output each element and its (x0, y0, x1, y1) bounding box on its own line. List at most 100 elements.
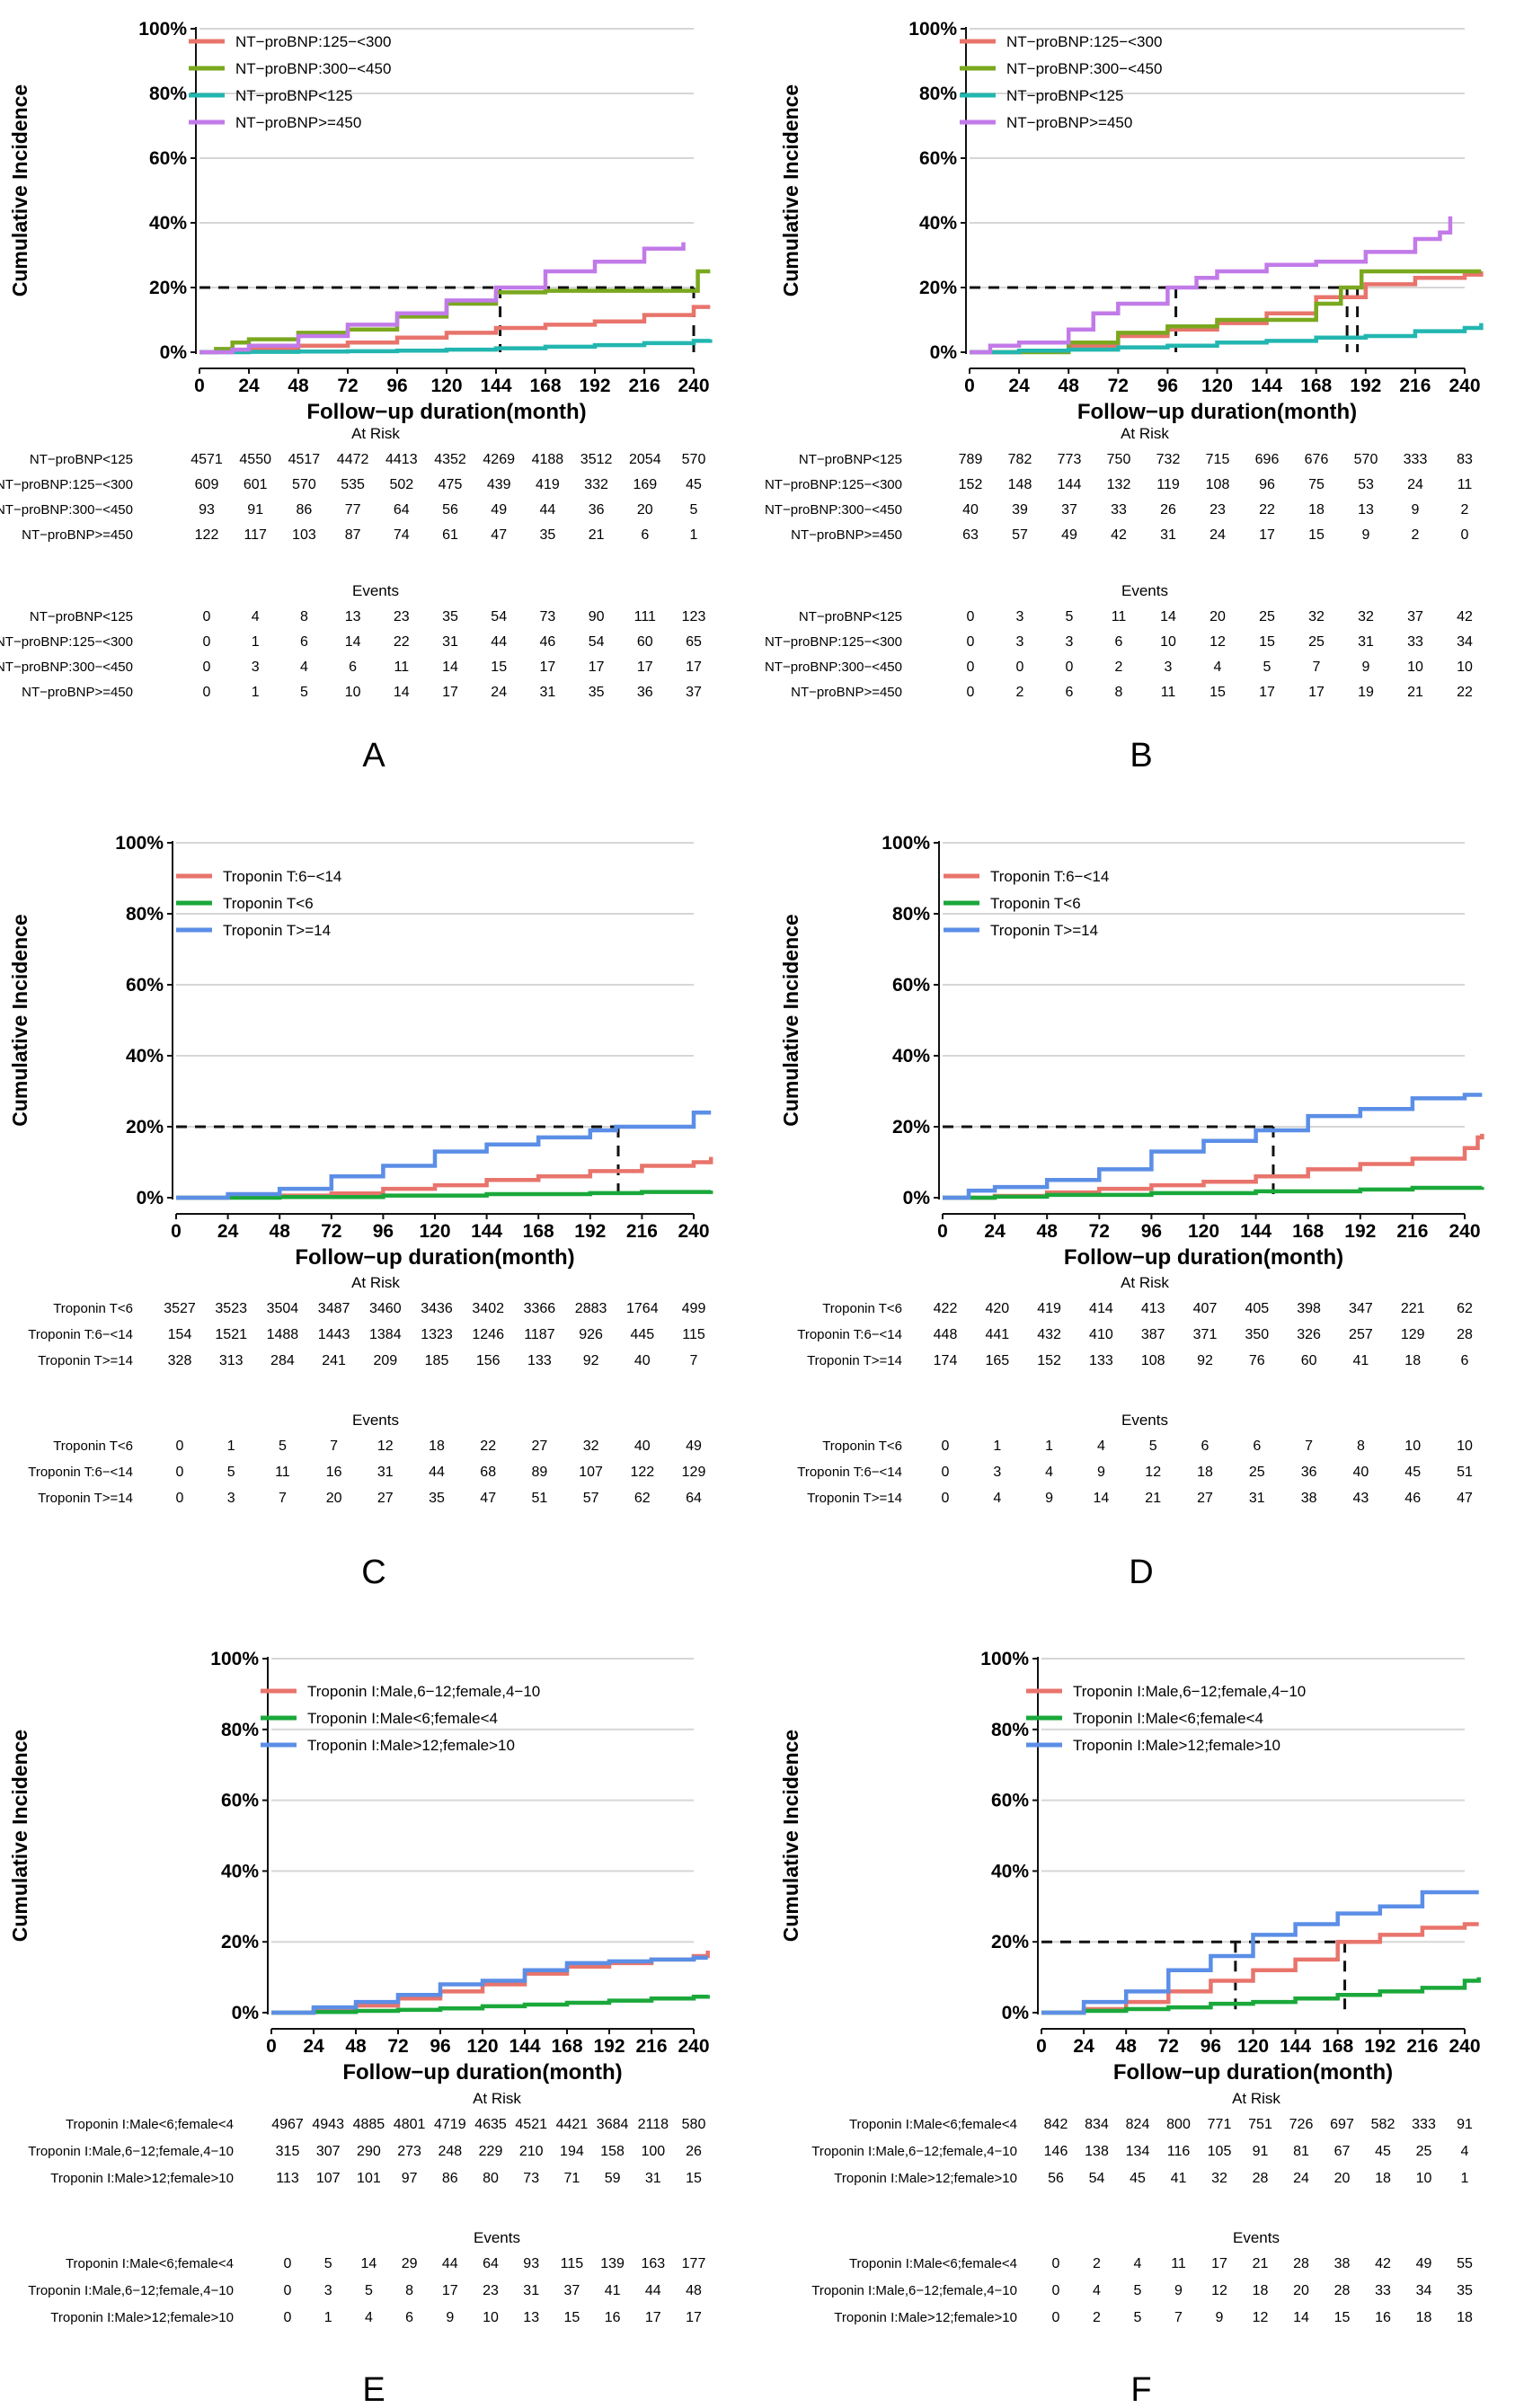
at-risk-cell: 86 (297, 502, 313, 518)
at-risk-cell: 4635 (474, 2117, 507, 2132)
events-cell: 35 (442, 609, 458, 624)
at-risk-cell: 63 (962, 527, 979, 543)
at-risk-cell: 290 (357, 2144, 381, 2159)
events-cell: 6 (1201, 1439, 1209, 1454)
events-cell: 1 (252, 685, 260, 700)
at-risk-heading: At Risk (1232, 2090, 1280, 2107)
at-risk-cell: 3512 (580, 452, 613, 467)
at-risk-cell: 129 (1401, 1327, 1425, 1342)
events-cell: 0 (1016, 660, 1024, 675)
at-risk-cell: 156 (476, 1353, 501, 1368)
events-cell: 0 (967, 634, 975, 650)
events-cell: 18 (429, 1439, 445, 1454)
events-cell: 55 (1457, 2256, 1473, 2271)
events-cell: 6 (1253, 1439, 1261, 1454)
x-tick-label: 168 (1292, 1221, 1324, 1242)
at-risk-cell: 138 (1085, 2144, 1109, 2159)
events-cell: 5 (1134, 2283, 1142, 2298)
events-cell: 25 (1308, 634, 1325, 650)
x-tick-label: 0 (171, 1221, 182, 1242)
events-heading: Events (1233, 2229, 1280, 2246)
at-risk-row-label: Troponin T<6 (822, 1301, 902, 1316)
events-cell: 27 (532, 1439, 548, 1454)
events-cell: 3 (993, 1465, 1001, 1480)
at-risk-cell: 44 (540, 502, 556, 518)
at-risk-cell: 40 (962, 502, 979, 518)
events-cell: 8 (300, 609, 308, 624)
legend-label: NT−proBNP:300−<450 (1006, 60, 1162, 77)
at-risk-cell: 132 (1107, 477, 1131, 492)
x-tick-label: 120 (419, 1221, 450, 1242)
x-tick-label: 0 (964, 376, 975, 396)
events-cell: 0 (967, 609, 975, 624)
at-risk-cell: 61 (442, 527, 458, 543)
at-risk-cell: 24 (1293, 2171, 1309, 2186)
events-cell: 3 (1016, 609, 1024, 624)
at-risk-cell: 5 (690, 502, 698, 518)
events-cell: 62 (634, 1491, 651, 1506)
events-cell: 17 (1308, 685, 1325, 700)
at-risk-cell: 41 (1171, 2171, 1187, 2186)
y-tick-label: 20% (991, 1932, 1029, 1952)
x-tick-label: 120 (1237, 2036, 1269, 2057)
legend-label: Troponin I:Male>12;female>10 (1073, 1737, 1280, 1754)
at-risk-cell: 676 (1305, 452, 1329, 467)
at-risk-cell: 570 (682, 452, 706, 467)
at-risk-row-label: NT−proBNP:300−<450 (0, 502, 133, 518)
at-risk-cell: 36 (589, 502, 605, 518)
events-cell: 44 (429, 1465, 445, 1480)
events-cell: 7 (279, 1491, 287, 1506)
events-cell: 4 (1134, 2256, 1142, 2271)
events-cell: 12 (1209, 634, 1226, 650)
events-cell: 93 (523, 2256, 539, 2271)
events-cell: 0 (176, 1491, 184, 1506)
events-cell: 3 (227, 1491, 235, 1506)
events-cell: 13 (345, 609, 361, 624)
events-row-label: Troponin T>=14 (38, 1491, 133, 1506)
events-cell: 1 (993, 1439, 1001, 1454)
y-tick-label: 40% (126, 1046, 164, 1067)
at-risk-cell: 2883 (575, 1301, 607, 1316)
at-risk-heading: At Risk (1121, 425, 1169, 442)
events-cell: 47 (480, 1491, 496, 1506)
at-risk-cell: 1 (1461, 2171, 1469, 2186)
x-tick-label: 48 (345, 2036, 367, 2057)
events-cell: 36 (1301, 1465, 1317, 1480)
at-risk-cell: 410 (1089, 1327, 1113, 1342)
at-risk-cell: 609 (195, 477, 219, 492)
events-cell: 37 (1407, 609, 1423, 624)
at-risk-row-label: Troponin I:Male>12;female>10 (50, 2171, 234, 2186)
at-risk-cell: 11 (1458, 477, 1473, 492)
events-cell: 9 (1362, 660, 1370, 675)
events-row-label: NT−proBNP<125 (30, 609, 133, 624)
events-cell: 17 (645, 2310, 661, 2325)
at-risk-cell: 62 (1457, 1301, 1473, 1316)
at-risk-cell: 307 (316, 2144, 341, 2159)
at-risk-cell: 77 (345, 502, 361, 518)
events-cell: 4 (1214, 660, 1222, 675)
at-risk-cell: 54 (1089, 2171, 1105, 2186)
at-risk-cell: 154 (168, 1327, 192, 1342)
events-cell: 34 (1416, 2283, 1432, 2298)
series-curve-4 (970, 216, 1453, 355)
x-tick-label: 192 (593, 2036, 625, 2057)
series-curve-3 (943, 1093, 1483, 1200)
events-cell: 42 (1375, 2256, 1391, 2271)
at-risk-cell: 18 (1375, 2171, 1391, 2186)
events-cell: 3 (252, 660, 260, 675)
at-risk-cell: 750 (1107, 452, 1131, 467)
y-tick-label: 80% (919, 84, 957, 104)
at-risk-cell: 210 (519, 2144, 544, 2159)
legend-label: NT−proBNP>=450 (1006, 114, 1132, 131)
at-risk-cell: 146 (1044, 2144, 1068, 2159)
at-risk-cell: 4472 (337, 452, 369, 467)
events-row-label: Troponin T<6 (53, 1439, 133, 1454)
panel-f: 0%20%40%60%80%100%0 24 48 72 96 120 144 168 192 2… (779, 1649, 1481, 2408)
at-risk-cell: 152 (1037, 1353, 1061, 1368)
at-risk-cell: 2118 (638, 2117, 669, 2132)
at-risk-cell: 18 (1404, 1353, 1421, 1368)
x-tick-label: 240 (678, 376, 709, 396)
events-row-label: Troponin T:6−<14 (797, 1465, 902, 1480)
at-risk-cell: 715 (1206, 452, 1230, 467)
at-risk-cell: 9 (1412, 502, 1420, 518)
